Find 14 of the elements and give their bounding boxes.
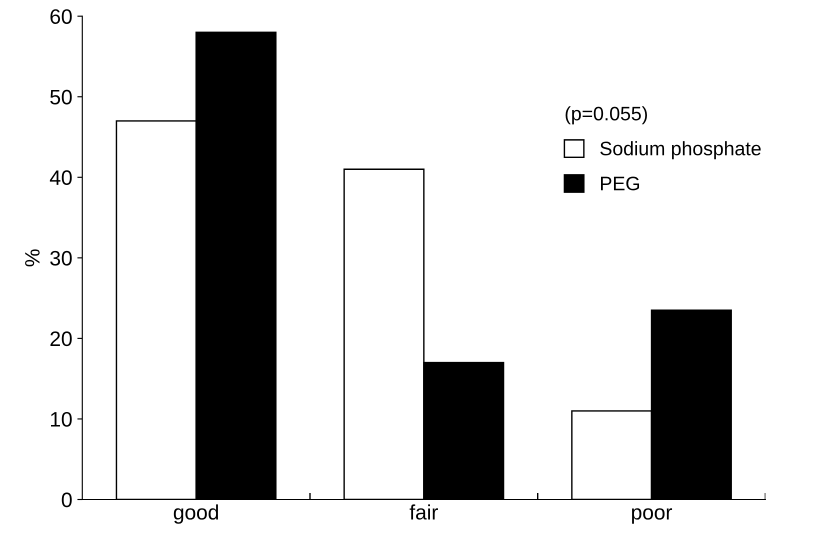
legend-label: PEG [601, 176, 640, 190]
y-tick-label: 60 [50, 9, 72, 24]
legend-title: (p=0.055) [566, 106, 647, 124]
y-tick-label: 20 [50, 331, 72, 346]
x-tick-label: fair [410, 504, 438, 520]
x-tick-label: poor [632, 508, 672, 524]
x-tick-label: good [174, 504, 218, 524]
y-tick-label: 0 [62, 492, 72, 508]
y-tick-label: 40 [50, 170, 72, 186]
y-tick-label: 10 [50, 412, 72, 427]
legend-label: Sodium phosphate [600, 141, 761, 160]
y-tick-label: 50 [50, 90, 72, 105]
y-axis-title: % [25, 249, 40, 266]
y-tick-label: 30 [50, 250, 72, 266]
